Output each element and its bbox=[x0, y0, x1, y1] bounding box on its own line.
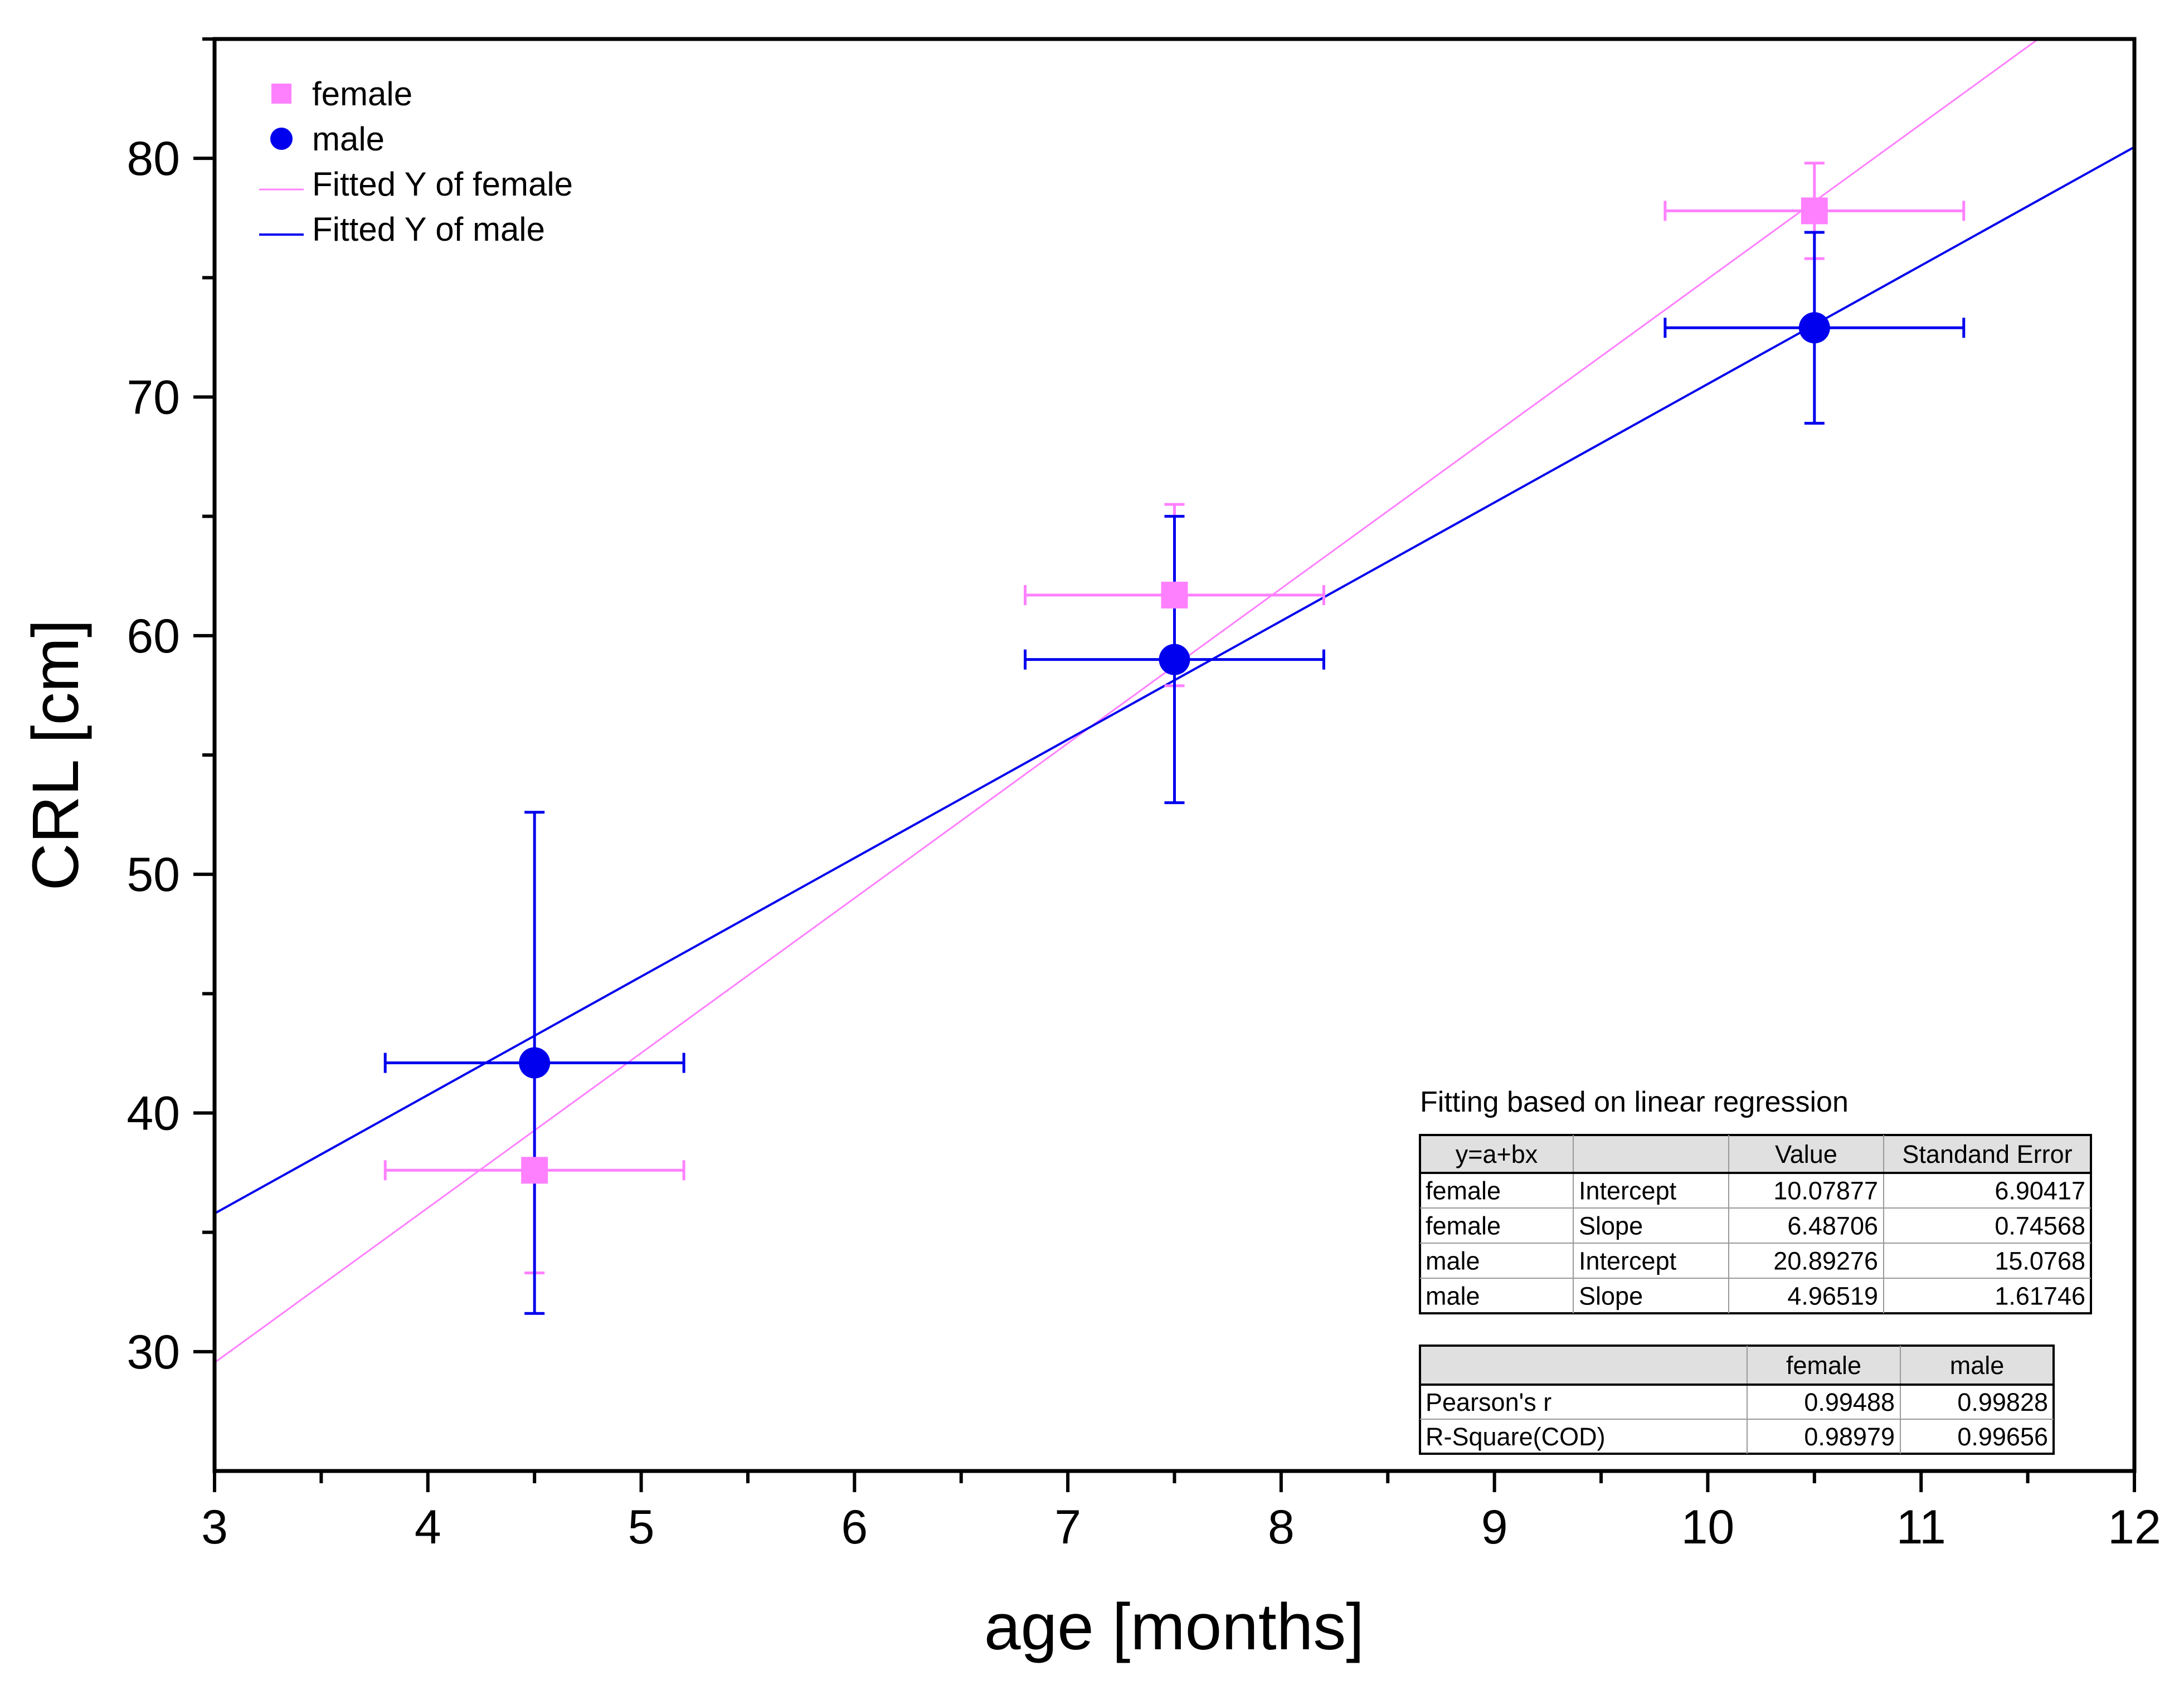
table-cell: Intercept bbox=[1579, 1177, 1677, 1205]
y-tick-label: 50 bbox=[127, 848, 180, 902]
y-tick-label: 30 bbox=[127, 1326, 180, 1379]
table-header-cell: male bbox=[1950, 1351, 2005, 1380]
table-header-cell: y=a+bx bbox=[1456, 1140, 1538, 1168]
table-header-cell: Standand Error bbox=[1902, 1140, 2072, 1168]
table-cell: Slope bbox=[1579, 1282, 1643, 1311]
data-point-male bbox=[1798, 312, 1830, 344]
y-tick-label: 70 bbox=[127, 371, 180, 425]
table-border bbox=[1419, 1345, 2055, 1455]
table-cell: 1.61746 bbox=[1995, 1282, 2085, 1311]
axis-ticks bbox=[193, 37, 2136, 1492]
table-caption: Fitting based on linear regression bbox=[1420, 1086, 1849, 1118]
table-cell: 6.90417 bbox=[1995, 1177, 2085, 1205]
table-header-cell: female bbox=[1786, 1351, 1861, 1380]
table-header-bg bbox=[1420, 1135, 2091, 1173]
table-cell: Pearson's r bbox=[1426, 1388, 1551, 1416]
table-cell: 10.07877 bbox=[1773, 1177, 1878, 1205]
table-cell: 0.74568 bbox=[1995, 1212, 2085, 1240]
y-tick-labels: 30 40 50 60 70 80 bbox=[127, 132, 180, 1379]
data-points bbox=[519, 197, 1830, 1184]
table-cell: male bbox=[1426, 1282, 1480, 1311]
data-point-female bbox=[521, 1157, 548, 1184]
y-tick-label: 40 bbox=[127, 1087, 180, 1141]
table-header-cell: Value bbox=[1775, 1140, 1837, 1168]
data-point-female bbox=[1161, 582, 1188, 609]
table-cell: Intercept bbox=[1579, 1247, 1677, 1275]
x-tick-label: 6 bbox=[841, 1501, 868, 1554]
table-cell: R-Square(COD) bbox=[1426, 1423, 1606, 1451]
fit-results-table: Fitting based on linear regression y=a+bx… bbox=[1419, 1086, 2092, 1455]
legend-label-fit: Fitted Y of female bbox=[312, 165, 573, 203]
y-tick-label: 60 bbox=[127, 610, 180, 663]
table-cell: 15.0768 bbox=[1995, 1247, 2085, 1275]
table-cell: 0.99656 bbox=[1957, 1423, 2048, 1451]
legend-symbol-male bbox=[270, 128, 293, 150]
table-cell: 20.89276 bbox=[1773, 1247, 1878, 1275]
x-tick-label: 4 bbox=[415, 1501, 441, 1554]
table-cell: female bbox=[1426, 1177, 1501, 1205]
x-axis-title: age [months] bbox=[984, 1590, 1364, 1664]
x-tick-label: 9 bbox=[1481, 1501, 1508, 1554]
table-cell: 4.96519 bbox=[1787, 1282, 1878, 1311]
legend-label-fit: Fitted Y of male bbox=[312, 211, 545, 248]
data-point-male bbox=[1159, 644, 1190, 675]
legend-label-male: male bbox=[312, 120, 385, 158]
table-cell: Slope bbox=[1579, 1212, 1643, 1240]
x-tick-label: 10 bbox=[1681, 1501, 1735, 1554]
data-point-female bbox=[1801, 197, 1828, 225]
x-tick-label: 8 bbox=[1268, 1501, 1295, 1554]
table-cell: 0.98979 bbox=[1804, 1423, 1895, 1451]
legend-label-female: female bbox=[312, 75, 412, 113]
y-tick-label: 80 bbox=[127, 132, 180, 186]
table-header-bg bbox=[1420, 1346, 2054, 1385]
table-cell: male bbox=[1426, 1247, 1480, 1275]
table-cell: 6.48706 bbox=[1787, 1212, 1878, 1240]
x-tick-label: 5 bbox=[628, 1501, 655, 1554]
legend: female male Fitted Y of female Fitted Y of … bbox=[259, 75, 573, 248]
x-tick-label: 7 bbox=[1054, 1501, 1081, 1554]
table-cell: 0.99488 bbox=[1804, 1388, 1895, 1416]
table-border bbox=[1419, 1134, 2092, 1314]
legend-symbol-female bbox=[271, 84, 291, 104]
x-tick-labels: 3 4 5 6 7 8 9 10 11 12 bbox=[201, 1501, 2161, 1554]
data-point-male bbox=[519, 1047, 551, 1079]
x-tick-label: 3 bbox=[201, 1501, 228, 1554]
y-axis-title: CRL [cm] bbox=[19, 619, 93, 890]
x-tick-label: 12 bbox=[2108, 1501, 2161, 1554]
table-cell: 0.99828 bbox=[1957, 1388, 2048, 1416]
table-cell: female bbox=[1426, 1212, 1501, 1240]
x-tick-label: 11 bbox=[1896, 1501, 1946, 1554]
